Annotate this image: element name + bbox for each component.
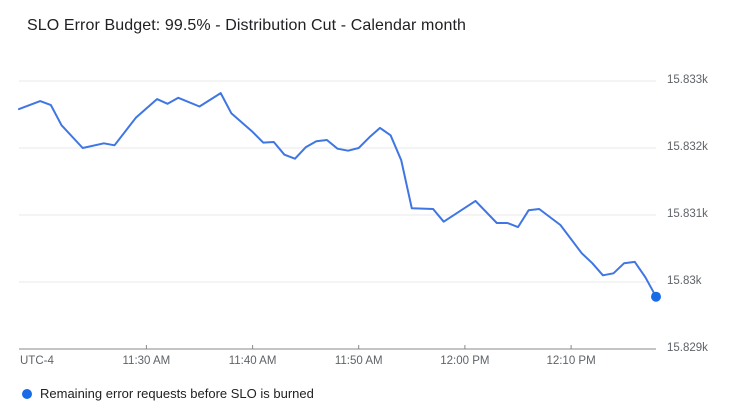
y-tick-label: 15.833k	[667, 74, 708, 86]
y-tick-label: 15.832k	[667, 141, 708, 153]
x-tick-label: 11:40 AM	[228, 355, 277, 367]
legend-series-label: Remaining error requests before SLO is b…	[40, 386, 314, 401]
timezone-label: UTC-4	[20, 355, 54, 367]
y-tick-label: 15.83k	[667, 275, 702, 287]
legend-series-dot-icon	[22, 388, 32, 399]
x-tick-label: 12:00 PM	[440, 355, 490, 367]
legend-item[interactable]: Remaining error requests before SLO is b…	[22, 386, 314, 401]
y-tick-label: 15.831k	[667, 208, 708, 220]
x-tick-label: 12:10 PM	[546, 355, 596, 367]
y-tick-label: 15.829k	[667, 342, 708, 354]
chart-title: SLO Error Budget: 99.5% - Distribution C…	[27, 17, 466, 34]
x-tick-label: 11:50 AM	[334, 355, 383, 367]
x-tick-label: 11:30 AM	[122, 355, 171, 367]
